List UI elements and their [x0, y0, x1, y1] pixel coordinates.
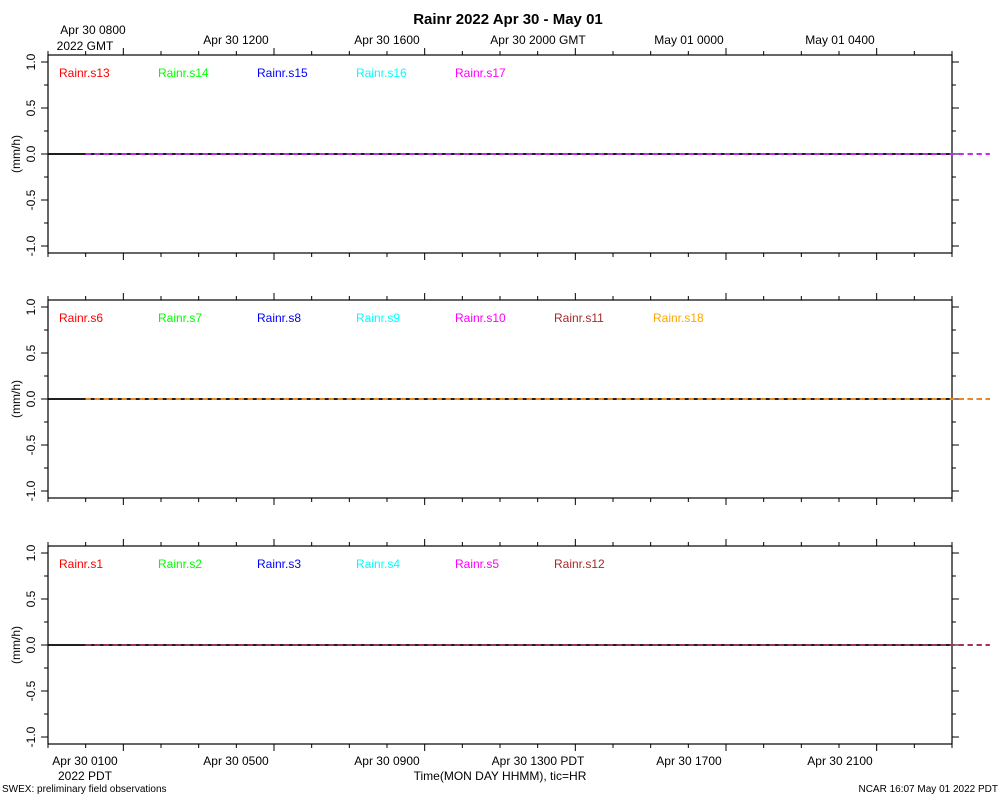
y-tick-label: -1.0: [24, 726, 38, 747]
y-axis-label: (mm/h): [9, 380, 23, 418]
top-tick-label: May 01 0000: [654, 33, 724, 47]
y-tick-label: 1.0: [24, 298, 38, 315]
y-tick-label: 0.0: [24, 390, 38, 407]
legend-rainr-s15: Rainr.s15: [257, 66, 308, 80]
chart-title: Rainr 2022 Apr 30 - May 01: [413, 11, 603, 28]
y-tick-label: 1.0: [24, 544, 38, 561]
y-axis-label: (mm/h): [9, 135, 23, 173]
y-tick-label: -1.0: [24, 235, 38, 256]
bottom-tick-label: Apr 30 1300 PDT: [492, 754, 585, 768]
legend-rainr-s12: Rainr.s12: [554, 557, 605, 571]
legend-rainr-s7: Rainr.s7: [158, 311, 202, 325]
top-tick-label: Apr 30 2000 GMT: [490, 33, 586, 47]
chart-panel-1: -1.0 -0.5 0.0 0.5 1.0 (mm/h) Rainr.s13 Rainr.s1…: [9, 48, 990, 260]
legend-rainr-s8: Rainr.s8: [257, 311, 301, 325]
chart-panel-2: -1.0 -0.5 0.0 0.5 1.0 (mm/h) Rainr.s6 Rainr.s7 R…: [9, 293, 990, 505]
legend-rainr-s4: Rainr.s4: [356, 557, 400, 571]
y-tick-label: 1.0: [24, 53, 38, 70]
bottom-tick-label: Apr 30 0900: [354, 754, 420, 768]
y-axis-label: (mm/h): [9, 626, 23, 664]
footer-left-note: SWEX: preliminary field observations: [2, 784, 167, 795]
bottom-tick-label: Apr 30 2100: [807, 754, 873, 768]
legend-rainr-s16: Rainr.s16: [356, 66, 407, 80]
y-tick-label: -1.0: [24, 480, 38, 501]
y-tick-label: -0.5: [24, 189, 38, 210]
chart-panel-3: -1.0 -0.5 0.0 0.5 1.0 (mm/h) Rainr.s1 Rainr.s2 R…: [9, 539, 990, 751]
time-axis-labels: Apr 30 0800 Apr 30 1200 Apr 30 1600 Apr 30 …: [52, 23, 875, 768]
legend-rainr-s14: Rainr.s14: [158, 66, 209, 80]
top-tick-label: Apr 30 1600: [354, 33, 420, 47]
y-tick-label: -0.5: [24, 434, 38, 455]
legend-rainr-s11: Rainr.s11: [554, 311, 604, 325]
y-tick-label: -0.5: [24, 680, 38, 701]
legend-rainr-s1: Rainr.s1: [59, 557, 103, 571]
legend-rainr-s2: Rainr.s2: [158, 557, 202, 571]
y-tick-label: 0.0: [24, 145, 38, 162]
top-tick-label: Apr 30 0800: [60, 23, 126, 37]
legend-rainr-s17: Rainr.s17: [455, 66, 506, 80]
top-tick-label: May 01 0400: [805, 33, 875, 47]
y-tick-label: 0.5: [24, 99, 38, 116]
legend-rainr-s13: Rainr.s13: [59, 66, 110, 80]
bottom-tick-label: Apr 30 0500: [203, 754, 269, 768]
y-tick-label: 0.0: [24, 636, 38, 653]
y-tick-label: 0.5: [24, 344, 38, 361]
legend-rainr-s9: Rainr.s9: [356, 311, 400, 325]
top-tick-label: Apr 30 1200: [203, 33, 269, 47]
footer-right-note: NCAR 16:07 May 01 2022 PDT: [858, 784, 998, 795]
legend-rainr-s6: Rainr.s6: [59, 311, 103, 325]
legend-rainr-s3: Rainr.s3: [257, 557, 301, 571]
legend-rainr-s18: Rainr.s18: [653, 311, 704, 325]
legend-rainr-s5: Rainr.s5: [455, 557, 499, 571]
bottom-tick-label: Apr 30 1700: [656, 754, 722, 768]
bottom-tick-label: Apr 30 0100: [52, 754, 118, 768]
bottom-year-label: 2022 PDT: [58, 769, 113, 783]
x-axis-label: Time(MON DAY HHMM), tic=HR: [414, 769, 587, 783]
y-tick-label: 0.5: [24, 590, 38, 607]
top-year-label: 2022 GMT: [57, 39, 114, 53]
chart-panels: -1.0 -0.5 0.0 0.5 1.0 (mm/h) Rainr.s13 Rainr.s1…: [9, 48, 990, 751]
legend-rainr-s10: Rainr.s10: [455, 311, 506, 325]
